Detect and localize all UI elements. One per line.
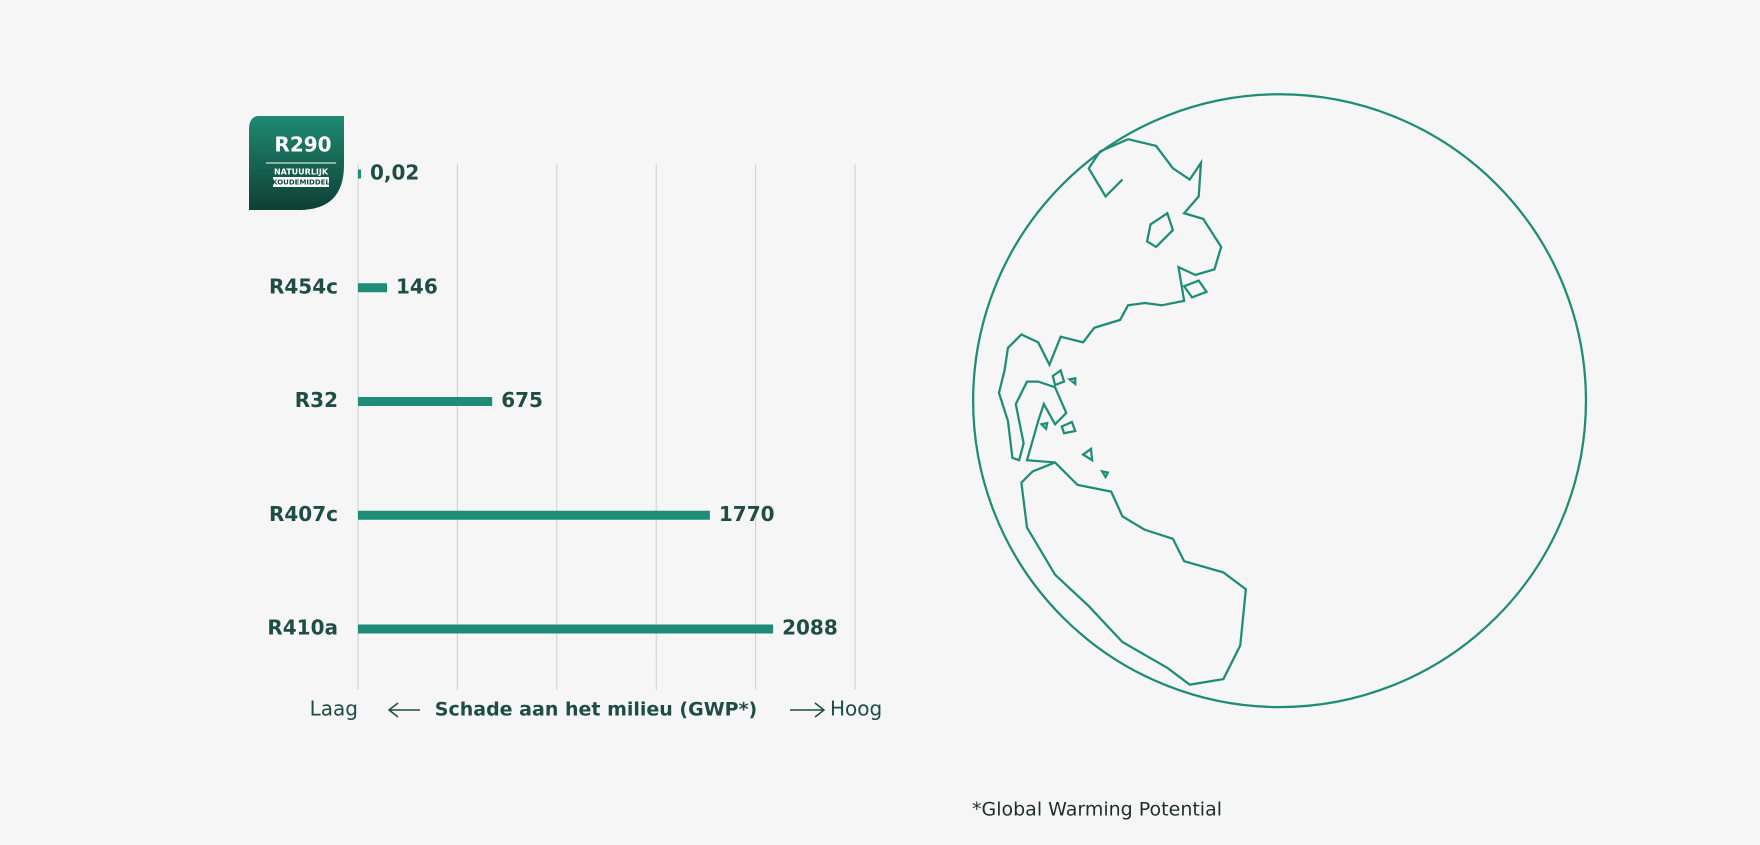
value-label: 1770 bbox=[719, 502, 775, 526]
bar bbox=[358, 169, 361, 179]
axis-low: Laag bbox=[310, 697, 358, 721]
arrow-left bbox=[387, 702, 420, 718]
value-label: 675 bbox=[501, 388, 543, 412]
badge-title: R290 bbox=[274, 133, 331, 157]
axis-high: Hoog bbox=[830, 697, 882, 721]
bar bbox=[358, 397, 493, 406]
value-label: 146 bbox=[396, 274, 438, 298]
value-label: 2088 bbox=[782, 616, 838, 640]
badge-text: NATUURLIJK bbox=[274, 168, 329, 177]
bar bbox=[358, 283, 388, 293]
arrow-right bbox=[790, 702, 826, 718]
value-label: 0,02 bbox=[370, 161, 419, 185]
y-tick-label: R32 bbox=[295, 388, 338, 412]
y-tick-label: R454c bbox=[269, 274, 338, 298]
bar bbox=[358, 624, 774, 634]
plot: 0,02 R454c 146 R32 675 R407c 1770 R410a 2088 bbox=[267, 161, 856, 690]
globe bbox=[971, 93, 1588, 709]
y-tick-label: R410a bbox=[267, 616, 338, 640]
badge-box bbox=[273, 177, 329, 187]
badge-text: KOUDEMIDDEL bbox=[272, 179, 330, 187]
axis-label: Schade aan het milieu (GWP*) bbox=[435, 699, 757, 721]
bar bbox=[358, 510, 710, 520]
footnote: *Global Warming Potential bbox=[972, 799, 1222, 821]
y-tick-label: R407c bbox=[269, 502, 338, 526]
